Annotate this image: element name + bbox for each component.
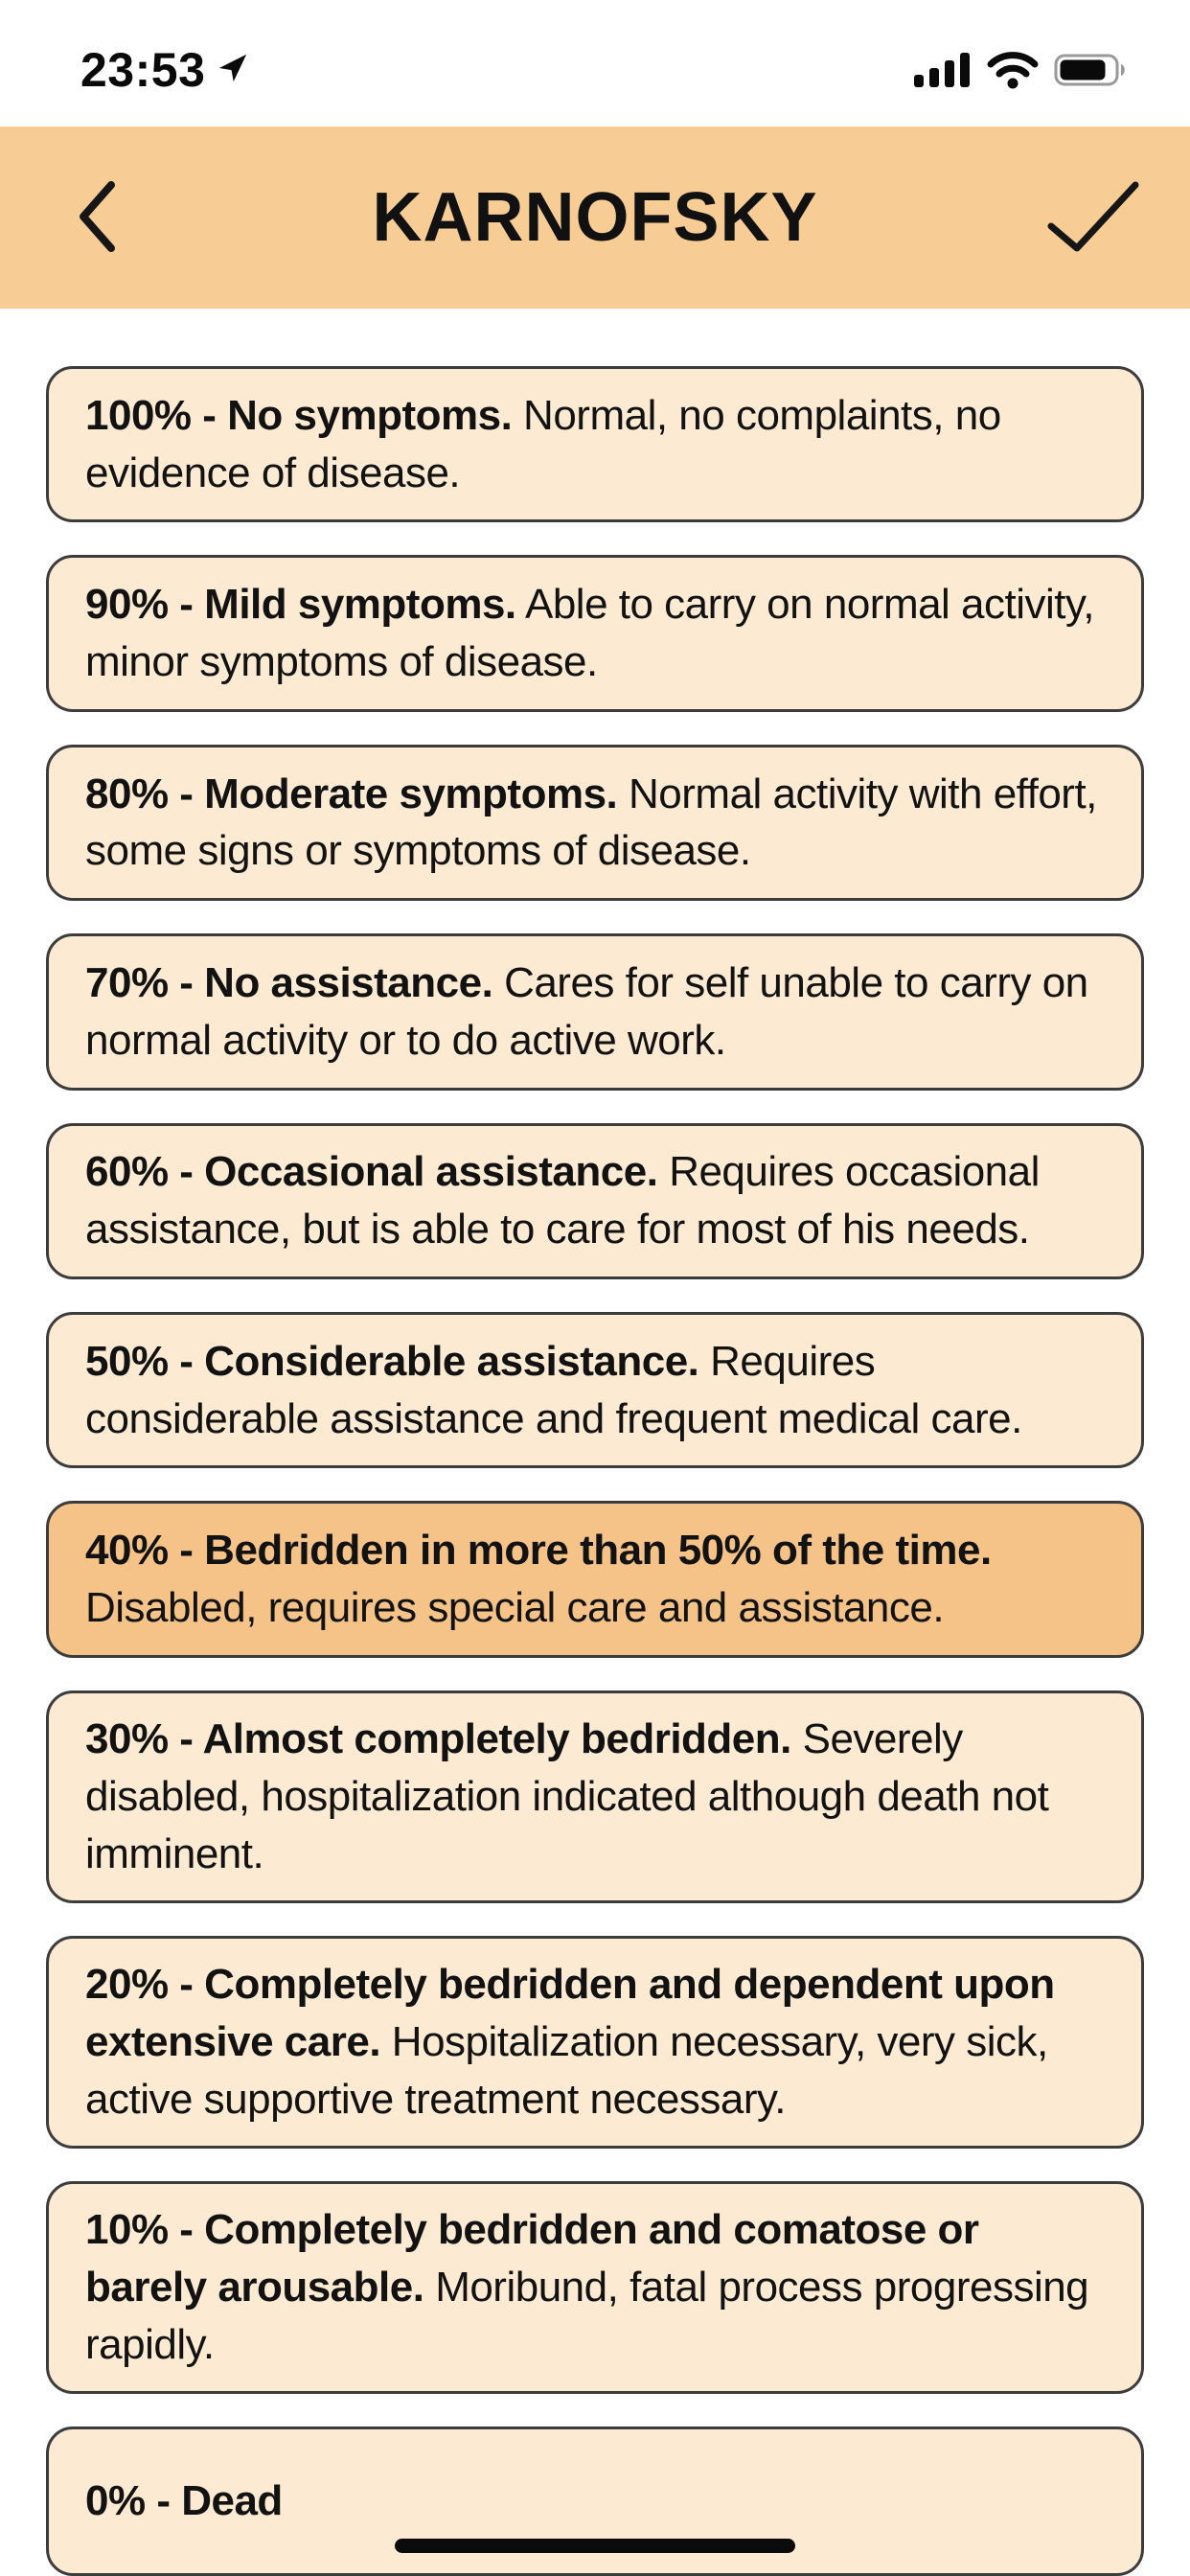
option-description: Cares for self unable to carry on normal… <box>85 959 1088 1064</box>
option-description: Severely disabled, hospitalization indic… <box>85 1715 1049 1877</box>
karnofsky-option-90[interactable]: 90% - Mild symptoms. Able to carry on no… <box>46 555 1144 712</box>
option-label: 70% - No assistance. <box>85 959 493 1007</box>
option-text: 20% - Completely bedridden and dependent… <box>85 1956 1105 2128</box>
option-label: 40% - Bedridden in more than 50% of the … <box>85 1527 992 1575</box>
option-label: 80% - Moderate symptoms. <box>85 770 618 817</box>
option-description: Disabled, requires special care and assi… <box>85 1584 945 1632</box>
option-text: 60% - Occasional assistance. Requires oc… <box>85 1143 1105 1258</box>
option-label: 50% - Considerable assistance. <box>85 1337 699 1385</box>
option-description: Normal, no complaints, no evidence of di… <box>85 391 1001 496</box>
option-text: 0% - Dead <box>85 2472 283 2530</box>
option-description: Requires considerable assistance and fre… <box>85 1337 1022 1442</box>
option-description: Moribund, fatal process progressing rapi… <box>85 2264 1089 2368</box>
option-label: 30% - Almost completely bedridden. <box>85 1715 791 1763</box>
karnofsky-option-50[interactable]: 50% - Considerable assistance. Requires … <box>46 1311 1144 1469</box>
karnofsky-option-40[interactable]: 40% - Bedridden in more than 50% of the … <box>46 1501 1144 1658</box>
option-label: 60% - Occasional assistance. <box>85 1148 658 1196</box>
option-text: 40% - Bedridden in more than 50% of the … <box>85 1522 1105 1637</box>
clock: 23:53 <box>80 43 206 97</box>
karnofsky-scale-list: 100% - No symptoms. Normal, no complaint… <box>0 309 1190 2576</box>
option-text: 80% - Moderate symptoms. Normal activity… <box>85 766 1105 881</box>
home-indicator[interactable] <box>395 2539 795 2553</box>
wifi-icon <box>987 51 1039 89</box>
option-description: Able to carry on normal activity, minor … <box>85 581 1095 686</box>
option-description: Normal activity with effort, some signs … <box>85 770 1097 875</box>
battery-icon <box>1054 53 1129 87</box>
status-bar-left: 23:53 <box>80 42 249 98</box>
cellular-signal-icon <box>914 52 972 88</box>
option-text: 70% - No assistance. Cares for self unab… <box>85 954 1105 1070</box>
option-description: Hospitalization necessary, very sick, ac… <box>85 2017 1048 2123</box>
chevron-left-icon <box>76 179 118 257</box>
option-text: 10% - Completely bedridden and comatose … <box>85 2201 1105 2373</box>
confirm-button[interactable] <box>1031 155 1156 280</box>
karnofsky-option-60[interactable]: 60% - Occasional assistance. Requires oc… <box>46 1122 1144 1279</box>
option-text: 100% - No symptoms. Normal, no complaint… <box>85 387 1105 502</box>
karnofsky-option-30[interactable]: 30% - Almost completely bedridden. Sever… <box>46 1690 1144 1903</box>
option-label: 10% - Completely bedridden and comatose … <box>85 2206 979 2312</box>
option-text: 90% - Mild symptoms. Able to carry on no… <box>85 576 1105 691</box>
karnofsky-option-0[interactable]: 0% - Dead <box>46 2426 1144 2576</box>
karnofsky-option-80[interactable]: 80% - Moderate symptoms. Normal activity… <box>46 744 1144 902</box>
karnofsky-option-20[interactable]: 20% - Completely bedridden and dependent… <box>46 1935 1144 2149</box>
option-label: 0% - Dead <box>85 2477 283 2525</box>
option-label: 20% - Completely bedridden and dependent… <box>85 1961 1055 2065</box>
option-text: 30% - Almost completely bedridden. Sever… <box>85 1711 1105 1882</box>
karnofsky-option-70[interactable]: 70% - No assistance. Cares for self unab… <box>46 933 1144 1091</box>
checkmark-icon <box>1045 178 1141 258</box>
status-bar-right <box>914 51 1129 89</box>
option-description: Requires occasional assistance, but is a… <box>85 1148 1040 1254</box>
page-title: KARNOFSKY <box>372 179 818 256</box>
navigation-bar: KARNOFSKY <box>0 126 1190 309</box>
back-button[interactable] <box>34 155 159 280</box>
option-label: 90% - Mild symptoms. <box>85 581 516 629</box>
home-indicator-area <box>0 2539 1190 2553</box>
option-label: 100% - No symptoms. <box>85 391 513 439</box>
location-services-icon <box>217 52 249 89</box>
karnofsky-option-10[interactable]: 10% - Completely bedridden and comatose … <box>46 2180 1144 2395</box>
option-text: 50% - Considerable assistance. Requires … <box>85 1333 1105 1448</box>
karnofsky-option-100[interactable]: 100% - No symptoms. Normal, no complaint… <box>46 366 1144 523</box>
status-bar: 23:53 <box>0 0 1190 126</box>
